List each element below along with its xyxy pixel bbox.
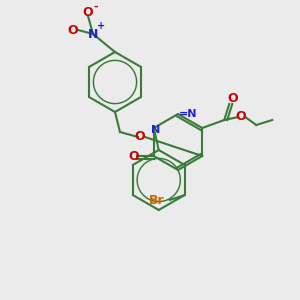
- Text: +: +: [97, 21, 105, 31]
- Text: O: O: [83, 5, 93, 19]
- Text: =N: =N: [179, 109, 197, 119]
- Text: O: O: [128, 149, 139, 163]
- Text: O: O: [227, 92, 238, 106]
- Text: O: O: [68, 23, 78, 37]
- Text: N: N: [151, 125, 160, 135]
- Text: N: N: [88, 28, 98, 40]
- Text: O: O: [235, 110, 246, 124]
- Text: Br: Br: [149, 194, 164, 208]
- Text: -: -: [94, 2, 98, 12]
- Text: O: O: [135, 130, 145, 143]
